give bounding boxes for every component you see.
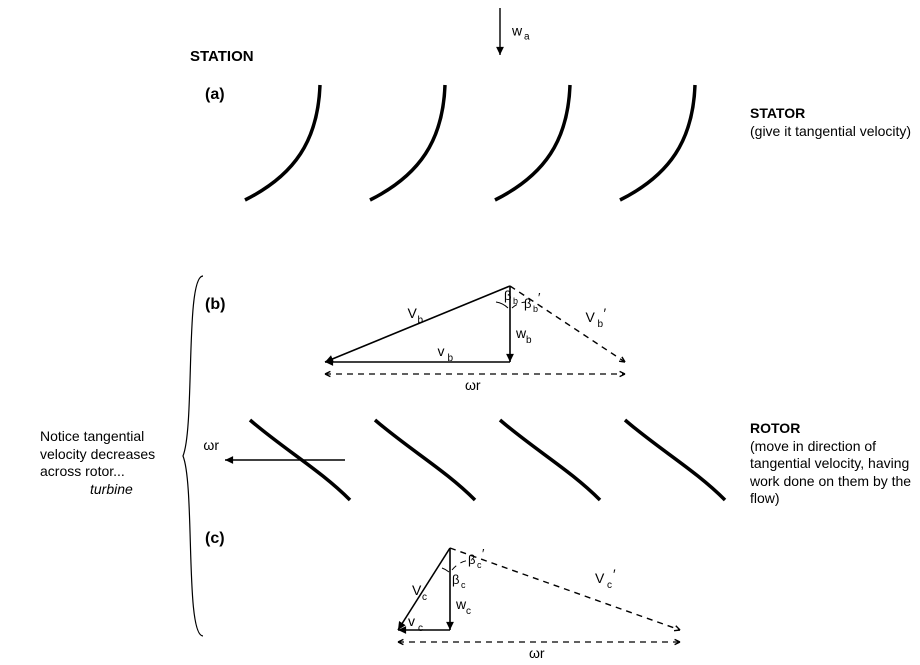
svg-text:β: β <box>452 572 459 587</box>
left-note: Notice tangential velocity decreases acr… <box>40 428 190 498</box>
svg-text:c: c <box>418 623 423 634</box>
rotor-title: ROTOR <box>750 420 800 436</box>
svg-text:V: V <box>412 582 422 598</box>
svg-text:′: ′ <box>604 305 607 321</box>
svg-text:β: β <box>524 296 531 311</box>
svg-text:a: a <box>524 32 530 43</box>
svg-text:b: b <box>513 296 518 306</box>
svg-text:V: V <box>586 309 596 325</box>
svg-text:′: ′ <box>613 566 616 582</box>
svg-text:ωr: ωr <box>529 645 545 661</box>
station-a-label: (a) <box>205 86 225 104</box>
svg-text:v: v <box>408 613 415 629</box>
svg-text:b: b <box>448 353 454 364</box>
stator-title: STATOR <box>750 105 805 121</box>
svg-text:′: ′ <box>538 290 541 305</box>
left-note-l2: velocity decreases <box>40 446 155 462</box>
rotor-note: ROTOR (move in direction of tangential v… <box>750 420 920 508</box>
diagram-svg: waωrVbVb′vbwbβbβb′ωrVcVc′vcwcβcβc′ωr <box>0 0 920 665</box>
station-header: STATION <box>190 48 254 65</box>
station-c-label: (c) <box>205 530 225 548</box>
left-note-l1: Notice tangential <box>40 428 144 444</box>
svg-text:b: b <box>526 335 532 346</box>
svg-text:V: V <box>408 305 418 321</box>
stator-note: STATOR (give it tangential velocity) <box>750 105 920 140</box>
svg-text:V: V <box>595 570 605 586</box>
left-note-trailer: turbine <box>40 481 133 497</box>
svg-text:w: w <box>511 23 523 39</box>
stator-subnote: (give it tangential velocity) <box>750 123 911 139</box>
svg-text:′: ′ <box>482 546 485 561</box>
svg-text:c: c <box>607 580 612 591</box>
svg-text:c: c <box>461 580 466 590</box>
svg-text:c: c <box>477 560 482 570</box>
svg-text:c: c <box>422 592 427 603</box>
svg-text:ωr: ωr <box>203 437 219 453</box>
svg-text:β: β <box>468 552 475 567</box>
station-b-label: (b) <box>205 296 225 314</box>
svg-text:v: v <box>438 343 445 359</box>
svg-text:β: β <box>504 288 511 303</box>
svg-text:c: c <box>466 606 471 617</box>
left-note-l3: across rotor... <box>40 463 125 479</box>
svg-text:b: b <box>533 304 538 314</box>
svg-text:ωr: ωr <box>465 377 481 393</box>
svg-text:b: b <box>418 315 424 326</box>
rotor-subnote: (move in direction of tangential velocit… <box>750 438 911 507</box>
